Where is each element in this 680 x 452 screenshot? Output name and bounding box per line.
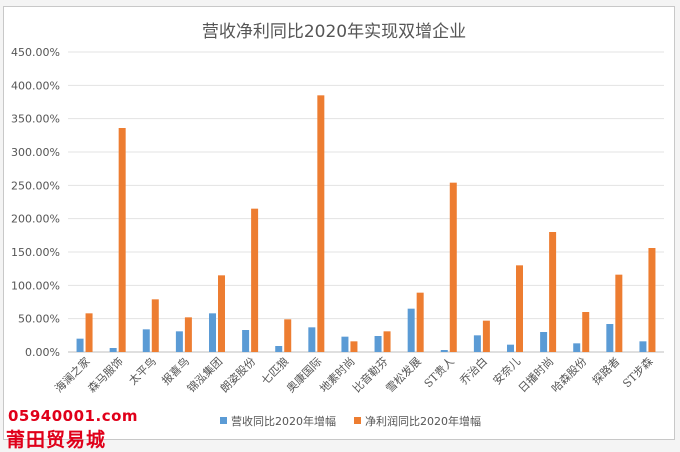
legend-label-profit: 净利润同比2020年增幅: [365, 414, 481, 428]
bar-revenue: [473, 335, 481, 352]
gridlines: [68, 51, 664, 353]
bar-revenue: [540, 332, 548, 352]
y-tick-label: 200.00%: [11, 213, 60, 226]
y-tick-label: 350.00%: [11, 113, 60, 126]
chart-title: 营收净利同比2020年实现双增企业: [202, 22, 466, 42]
x-tick-label: 朗姿股份: [218, 355, 258, 395]
bar-profit: [284, 319, 292, 352]
bar-revenue: [341, 336, 349, 352]
x-tick-label: 奥康国际: [283, 354, 324, 395]
bar-profit: [549, 232, 557, 352]
bar-revenue: [308, 327, 316, 352]
bar-profit: [251, 208, 259, 352]
bar-revenue: [175, 331, 183, 352]
y-tick-label: 250.00%: [11, 179, 60, 192]
y-tick-label: 100.00%: [11, 279, 60, 292]
bar-profit: [516, 265, 523, 352]
bar-revenue: [209, 313, 216, 352]
bar-revenue: [242, 330, 250, 352]
x-tick-label: 地素时尚: [317, 354, 358, 395]
bar-chart: 营收净利同比2020年实现双增企业 0.00% 50.00% 100.00% 150.…: [11, 22, 664, 428]
bar-revenue: [275, 346, 283, 352]
x-tick-label: 探路者: [590, 355, 623, 388]
bar-profit: [449, 182, 457, 352]
x-tick-label: 锦泓集团: [184, 354, 225, 395]
x-tick-label: ST步森: [620, 354, 656, 390]
bar-profit: [184, 317, 192, 352]
y-tick-label: 400.00%: [11, 79, 60, 92]
bar-revenue: [142, 329, 150, 352]
bar-profit: [615, 274, 623, 352]
bar-profit: [317, 95, 325, 352]
bar-profit: [648, 248, 656, 352]
x-tick-label: 雪松发展: [383, 354, 424, 395]
legend-label-revenue: 营收同比2020年增幅: [231, 414, 336, 428]
bar-profit: [416, 292, 424, 352]
x-tick-label: 太平鸟: [126, 354, 159, 387]
legend-swatch-revenue: [220, 417, 227, 424]
y-tick-label: 450.00%: [11, 46, 60, 59]
y-tick-label: 150.00%: [11, 246, 60, 259]
x-tick-label: 日播时尚: [515, 354, 556, 395]
x-tick-label: 比音勒芬: [350, 354, 391, 395]
watermark-name: 莆田贸易城: [6, 429, 107, 451]
bar-profit: [383, 331, 391, 352]
y-tick-label: 300.00%: [11, 146, 60, 159]
legend-swatch-profit: [354, 417, 361, 424]
bar-revenue: [639, 341, 647, 352]
watermark-url: 05940001.com: [8, 407, 139, 425]
y-tick-label: 50.00%: [18, 313, 60, 326]
bar-revenue: [507, 344, 514, 352]
bar-profit: [350, 341, 358, 352]
bar-profit: [218, 275, 225, 352]
bar-revenue: [76, 338, 84, 352]
x-tick-label: 乔治白: [457, 354, 490, 387]
bar-profit: [118, 128, 126, 352]
bar-revenue: [407, 308, 415, 352]
bar-profit: [482, 320, 490, 352]
y-tick-label: 0.00%: [25, 346, 60, 359]
y-axis: 0.00% 50.00% 100.00% 150.00% 200.00% 250.00% 3…: [11, 46, 60, 359]
bar-revenue: [440, 350, 448, 352]
bars: [76, 95, 656, 352]
x-tick-label: ST贵人: [422, 355, 457, 390]
legend: 营收同比2020年增幅 净利润同比2020年增幅: [220, 414, 481, 428]
x-tick-label: 森马服饰: [85, 354, 126, 395]
x-tick-label: 哈森股份: [548, 354, 589, 395]
bar-revenue: [374, 336, 382, 352]
chart-frame: 营收净利同比2020年实现双增企业 0.00% 50.00% 100.00% 150.…: [3, 6, 675, 451]
bar-revenue: [109, 348, 117, 352]
bar-profit: [85, 313, 93, 352]
bar-profit: [151, 299, 159, 352]
x-tick-label: 海澜之家: [52, 354, 93, 395]
bar-revenue: [606, 324, 614, 352]
bar-revenue: [573, 343, 581, 352]
bar-profit: [582, 312, 590, 352]
